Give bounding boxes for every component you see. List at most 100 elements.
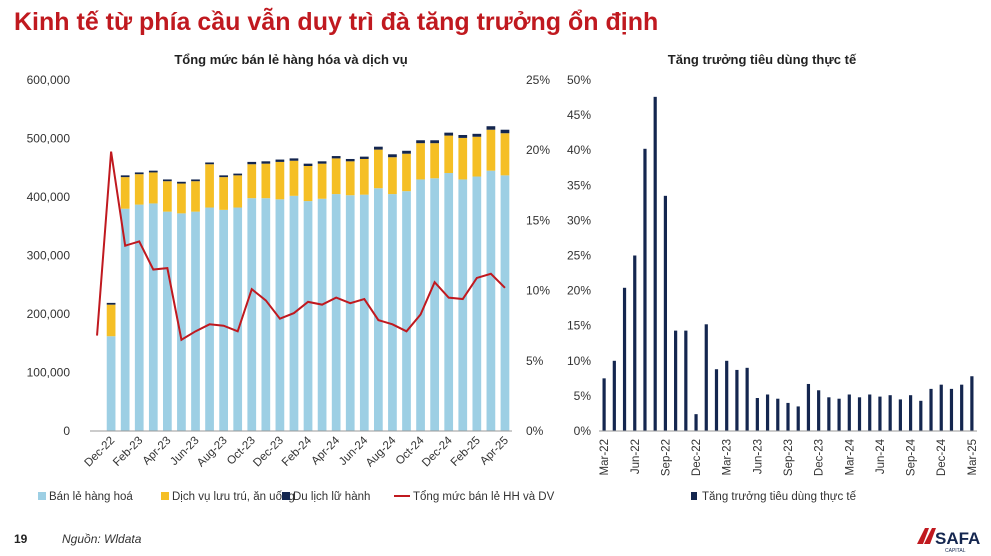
company-logo: SAFA CAPITAL <box>917 528 980 554</box>
bar-segment <box>148 170 158 173</box>
bar <box>622 287 627 431</box>
bar <box>908 395 913 431</box>
bar-segment <box>345 158 355 162</box>
legend-label: Tăng trưởng tiêu dùng thực tế <box>702 491 857 503</box>
bar <box>663 195 668 431</box>
bar <box>817 390 821 431</box>
bar-segment <box>205 162 214 165</box>
bar-segment <box>345 161 355 196</box>
legend-label: Du lịch lữ hành <box>293 491 370 503</box>
bar-segment <box>120 175 130 178</box>
bar-segment <box>458 137 468 180</box>
y-tick-label: 100,000 <box>27 366 71 380</box>
bar-segment <box>388 154 397 158</box>
bar <box>745 367 749 431</box>
bar-segment <box>219 209 228 431</box>
y-tick-label: 500,000 <box>27 132 71 146</box>
x-tick-label: Feb-24 <box>280 434 315 469</box>
bar-segment <box>163 179 172 182</box>
bar <box>684 330 688 431</box>
y-tick-label: 300,000 <box>27 249 71 263</box>
x-tick-label: Jun-23 <box>752 439 764 474</box>
bar-segment <box>458 179 468 431</box>
y-tick-label: 5% <box>574 389 592 403</box>
y-tick-label: 0% <box>574 424 592 438</box>
bar-segment <box>191 181 200 212</box>
bar <box>786 402 790 431</box>
x-tick-label: Sep-22 <box>660 439 672 476</box>
bar <box>714 369 719 431</box>
bar-segment <box>430 140 439 144</box>
bar-segment <box>303 165 313 202</box>
bar <box>796 406 800 431</box>
bar-segment <box>106 302 116 305</box>
bar-segment <box>402 153 411 192</box>
x-tick-label: Mar-25 <box>967 439 979 475</box>
y2-tick-label: 5% <box>526 354 544 368</box>
y2-tick-label: 20% <box>526 143 550 157</box>
x-tick-label: Aug-23 <box>195 435 230 470</box>
bar <box>725 360 729 431</box>
bar-segment <box>317 198 327 431</box>
bar-segment <box>233 207 243 431</box>
bar <box>735 369 739 431</box>
bar <box>674 330 678 431</box>
y-tick-label: 10% <box>567 354 591 368</box>
y-tick-label: 45% <box>567 108 591 122</box>
y-tick-label: 200,000 <box>27 307 71 321</box>
x-tick-label: Apr-23 <box>141 435 174 468</box>
x-tick-label: Dec-23 <box>814 439 826 476</box>
x-tick-label: Apr-25 <box>478 435 511 468</box>
bar-segment <box>275 159 285 162</box>
bar-segment <box>163 181 172 212</box>
x-tick-label: Dec-23 <box>251 435 286 470</box>
page-number: 19 <box>14 532 28 546</box>
bar-segment <box>289 158 299 161</box>
x-tick-label: Dec-22 <box>691 439 703 476</box>
legend-label: Tổng mức bán lẻ HH và DV <box>413 491 555 503</box>
bar-segment <box>444 132 454 136</box>
bar-segment <box>177 213 186 431</box>
bar-segment <box>388 157 397 195</box>
bar <box>694 414 698 431</box>
bar-segment <box>331 156 341 159</box>
bar-segment <box>303 201 313 431</box>
bar-segment <box>500 129 510 134</box>
bar-segment <box>148 172 158 204</box>
bar-segment <box>416 179 425 431</box>
legend-swatch <box>38 492 46 500</box>
svg-text:SAFA: SAFA <box>935 529 980 548</box>
bar-segment <box>177 183 186 214</box>
source-note: Nguồn: Wldata <box>62 532 142 546</box>
bar-segment <box>444 173 454 431</box>
bar <box>939 384 943 431</box>
bar <box>949 388 954 431</box>
y2-tick-label: 0% <box>526 424 544 438</box>
bar <box>704 324 708 431</box>
bar-segment <box>430 178 439 431</box>
bar-segment <box>205 164 214 208</box>
bar <box>878 396 882 431</box>
bar-segment <box>163 211 172 431</box>
legend-label: Bán lẻ hàng hoá <box>49 491 133 503</box>
bar <box>643 148 647 431</box>
bar-segment <box>359 194 369 431</box>
bar-segment <box>261 163 271 199</box>
bar-segment <box>472 176 482 431</box>
chart-title: Tăng trưởng tiêu dùng thực tế <box>668 52 857 67</box>
x-tick-label: Feb-25 <box>449 435 483 469</box>
x-tick-label: Dec-24 <box>936 438 948 476</box>
bar-segment <box>247 161 257 165</box>
bar-segment <box>191 211 200 431</box>
bar-segment <box>416 140 425 144</box>
bar-segment <box>148 203 158 431</box>
y-tick-label: 30% <box>567 213 591 227</box>
retail-sales-chart: Tổng mức bán lẻ hàng hóa và dịch vụ 0 100,… <box>27 52 555 503</box>
x-tick-label: Mar-23 <box>722 439 734 475</box>
y-tick-label: 600,000 <box>27 73 71 87</box>
bar <box>868 394 872 431</box>
bar-segment <box>247 198 257 431</box>
y-tick-label: 50% <box>567 73 591 87</box>
bar <box>837 398 841 431</box>
bar-segment <box>500 133 510 176</box>
